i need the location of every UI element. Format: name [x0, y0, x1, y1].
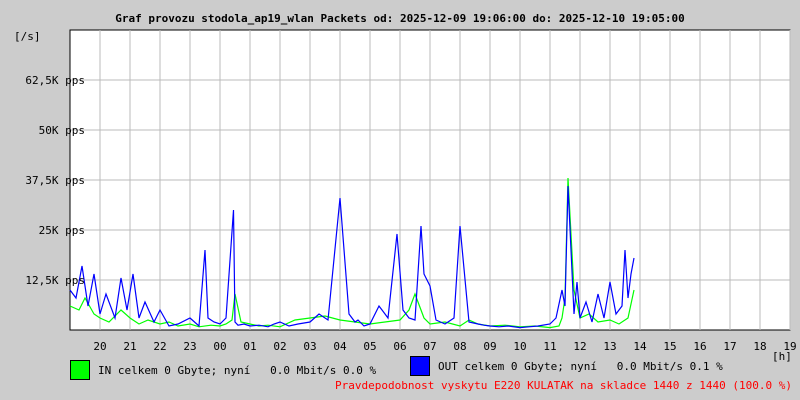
x-tick-label: 04: [333, 340, 347, 353]
y-tick-label: 50K pps: [39, 124, 85, 137]
x-tick-label: 19: [783, 340, 796, 353]
grid: [70, 30, 791, 330]
x-tick-label: 21: [123, 340, 136, 353]
legend-out-label: OUT celkem 0 Gbyte; nyní 0.0 Mbit/s 0.1 …: [438, 359, 723, 373]
y-axis-label: [/s]: [14, 30, 41, 43]
x-tick-label: 12: [573, 340, 586, 353]
x-tick-label: 18: [753, 340, 766, 353]
x-tick-label: 05: [363, 340, 376, 353]
x-tick-label: 13: [603, 340, 616, 353]
series-line-out: [69, 185, 635, 329]
legend-out: OUT celkem 0 Gbyte; nyní 0.0 Mbit/s 0.1 …: [410, 355, 723, 377]
legend-in-swatch: [70, 360, 90, 380]
x-tick-label: 01: [243, 340, 256, 353]
x-tick-labels: 20 21 22 23 00 01 02 03 04 05 06 07 08 09 10 11 12 13 14 15…: [93, 340, 796, 353]
x-tick-label: 14: [633, 340, 647, 353]
x-tick-label: 00: [213, 340, 226, 353]
x-tick-label: 03: [303, 340, 316, 353]
x-axis-label: [h]: [772, 350, 792, 363]
x-tick-label: 23: [183, 340, 196, 353]
y-tick-label: 25K pps: [39, 224, 85, 237]
footer-note: Pravdepodobnost vyskytu E220 KULATAK na …: [335, 379, 792, 392]
x-tick-label: 10: [513, 340, 526, 353]
x-tick-label: 20: [93, 340, 106, 353]
x-tick-label: 07: [423, 340, 436, 353]
legend-out-swatch: [410, 356, 430, 376]
y-tick-label: 37,5K pps: [25, 174, 85, 187]
legend-in: IN celkem 0 Gbyte; nyní 0.0 Mbit/s 0.0 %: [70, 359, 376, 381]
x-tick-label: 06: [393, 340, 406, 353]
y-tick-labels: 12,5K pps 25K pps 37,5K pps 50K pps 62,5K pp…: [25, 74, 85, 287]
x-tick-label: 11: [543, 340, 556, 353]
chart-title: Graf provozu stodola_ap19_wlan Packets o…: [115, 12, 685, 25]
series-layer: [69, 177, 635, 329]
x-tick-label: 22: [153, 340, 166, 353]
x-tick-label: 09: [483, 340, 496, 353]
y-tick-label: 12,5K pps: [25, 274, 85, 287]
x-tick-label: 02: [273, 340, 286, 353]
x-tick-label: 17: [723, 340, 736, 353]
y-tick-label: 62,5K pps: [25, 74, 85, 87]
legend-in-label: IN celkem 0 Gbyte; nyní 0.0 Mbit/s 0.0 %: [98, 363, 377, 377]
x-tick-label: 16: [693, 340, 706, 353]
x-tick-label: 08: [453, 340, 466, 353]
x-tick-label: 15: [663, 340, 676, 353]
